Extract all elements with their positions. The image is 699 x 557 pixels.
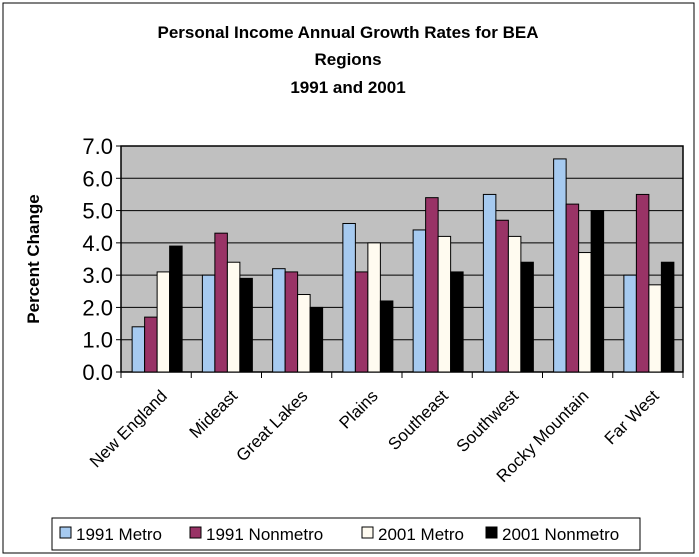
bar-2001-metro [297,294,311,373]
legend-swatch [485,526,498,539]
bar-2001-nonmetro [239,277,253,373]
bar-2001-metro [507,235,522,373]
y-tick-label: 6.0 [82,166,113,191]
bar-2001-metro [226,261,241,373]
y-tick-label: 1.0 [82,328,113,353]
bar-2001-metro [648,284,662,373]
bar-2001-metro [578,252,592,373]
bar-2001-metro [367,242,381,373]
legend-box [51,517,641,551]
bar-1991-metro [482,193,497,373]
legend-swatch [189,526,202,539]
bar-1991-nonmetro [425,197,439,373]
bar-1991-nonmetro [354,271,369,373]
bar-2001-nonmetro [520,261,534,373]
bar-1991-metro [201,274,216,373]
y-tick-label: 3.0 [82,263,113,288]
y-tick-label: 0.0 [82,360,113,385]
bar-1991-metro [131,326,146,373]
bar-1991-metro [342,222,356,373]
bar-1991-metro [553,158,567,373]
y-tick-label: 7.0 [82,134,113,159]
bar-1991-metro [412,229,427,373]
bar-1991-nonmetro [495,219,509,373]
bar-2001-nonmetro [590,210,605,373]
y-tick-label: 4.0 [82,231,113,256]
bar-2001-metro [437,235,452,373]
legend-label: 2001 Nonmetro [502,525,619,544]
legend-label: 1991 Metro [76,525,162,544]
legend-label: 1991 Nonmetro [206,525,323,544]
legend-swatch [361,526,374,539]
chart-title-line-2: Regions [314,50,381,69]
chart-title-line-1: Personal Income Annual Growth Rates for … [158,23,539,42]
bar-2001-nonmetro [169,245,183,373]
bar-2001-nonmetro [379,300,394,373]
bar-1991-nonmetro [565,203,580,373]
y-tick-label: 5.0 [82,199,113,224]
bar-1991-nonmetro [284,271,299,373]
y-tick-label: 2.0 [82,295,113,320]
chart-title-line-3: 1991 and 2001 [290,78,405,97]
legend-swatch [59,526,72,539]
bar-2001-nonmetro [660,261,675,373]
bar-2001-nonmetro [309,306,324,373]
bar-2001-nonmetro [450,271,464,373]
bar-1991-nonmetro [635,193,650,373]
y-axis-label: Percent Change [24,194,43,323]
legend-label: 2001 Metro [378,525,464,544]
bar-1991-metro [623,274,637,373]
bar-1991-nonmetro [144,316,158,373]
bar-2001-metro [156,271,171,373]
bar-1991-nonmetro [214,232,228,373]
bar-1991-metro [272,268,286,373]
